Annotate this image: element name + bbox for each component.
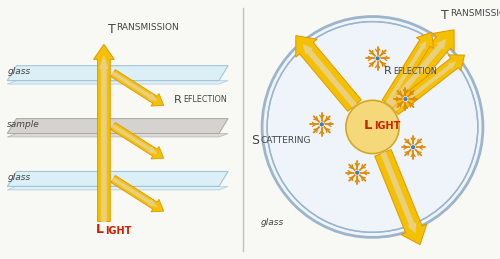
Circle shape bbox=[267, 21, 478, 232]
Circle shape bbox=[355, 170, 360, 175]
Polygon shape bbox=[8, 81, 228, 84]
Text: T: T bbox=[108, 23, 116, 35]
Text: EFLECTION: EFLECTION bbox=[184, 95, 227, 104]
FancyArrow shape bbox=[394, 62, 456, 111]
FancyArrow shape bbox=[111, 175, 164, 212]
FancyArrow shape bbox=[384, 30, 454, 111]
FancyArrow shape bbox=[386, 41, 426, 104]
Circle shape bbox=[262, 17, 483, 237]
Polygon shape bbox=[8, 119, 228, 134]
FancyArrow shape bbox=[112, 178, 157, 206]
Text: R: R bbox=[174, 95, 182, 105]
Text: sample: sample bbox=[8, 120, 40, 130]
Text: T: T bbox=[441, 9, 448, 22]
Text: RANSMISSION: RANSMISSION bbox=[450, 9, 500, 18]
Circle shape bbox=[403, 97, 408, 102]
Text: L: L bbox=[96, 224, 104, 236]
FancyArrow shape bbox=[374, 149, 427, 245]
FancyArrow shape bbox=[111, 123, 164, 159]
FancyArrow shape bbox=[382, 32, 434, 106]
Text: EFLECTION: EFLECTION bbox=[393, 67, 436, 76]
Text: S: S bbox=[252, 134, 260, 147]
Polygon shape bbox=[8, 171, 228, 186]
Text: IGHT: IGHT bbox=[105, 226, 132, 236]
FancyArrow shape bbox=[112, 72, 157, 101]
Text: L: L bbox=[364, 119, 372, 132]
FancyArrow shape bbox=[303, 44, 356, 107]
Text: glass: glass bbox=[261, 218, 284, 227]
Polygon shape bbox=[8, 134, 228, 137]
FancyArrow shape bbox=[391, 55, 464, 114]
Polygon shape bbox=[8, 186, 228, 190]
FancyArrow shape bbox=[380, 152, 416, 234]
Circle shape bbox=[346, 100, 399, 154]
Text: glass: glass bbox=[8, 173, 30, 182]
FancyArrow shape bbox=[100, 56, 108, 221]
Text: R: R bbox=[384, 66, 392, 76]
Text: CATTERING: CATTERING bbox=[261, 136, 312, 145]
FancyArrow shape bbox=[94, 44, 114, 221]
Circle shape bbox=[319, 122, 324, 127]
FancyArrow shape bbox=[112, 125, 157, 154]
FancyArrow shape bbox=[388, 39, 446, 107]
Text: IGHT: IGHT bbox=[374, 121, 400, 131]
Circle shape bbox=[410, 145, 416, 150]
Polygon shape bbox=[8, 66, 228, 81]
Circle shape bbox=[375, 56, 380, 61]
FancyArrow shape bbox=[111, 70, 164, 106]
Text: glass: glass bbox=[8, 68, 30, 76]
FancyArrow shape bbox=[296, 35, 362, 111]
Text: RANSMISSION: RANSMISSION bbox=[116, 23, 180, 32]
